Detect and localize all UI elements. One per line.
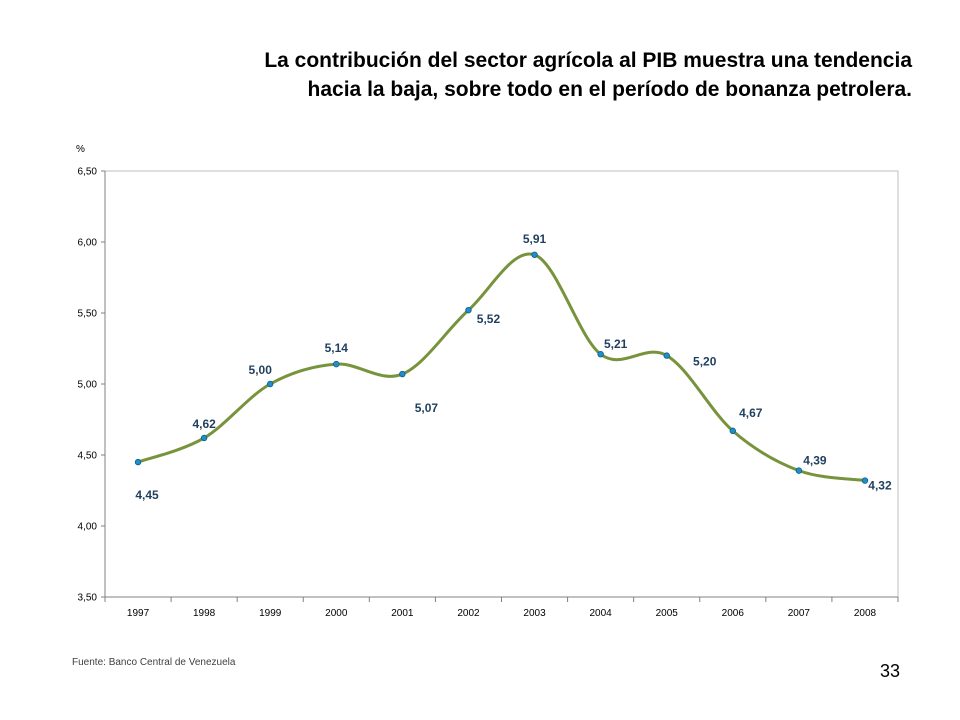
slide-title-line-2: hacia la baja, sobre todo en el período …: [307, 78, 912, 102]
y-tick-label: 3,50: [78, 593, 98, 604]
source-note: Fuente: Banco Central de Venezuela: [72, 657, 236, 668]
data-point: [200, 434, 208, 442]
data-point: [729, 427, 736, 435]
series-line-group: [136, 252, 867, 483]
x-tick-label: 2002: [457, 608, 480, 619]
y-axis: 3,50 4,00 4,50 5,00 5,50 6,00 6,50%: [76, 144, 106, 604]
y-tick-label: 4,00: [78, 522, 98, 533]
slide-title: La contribución del sector agrícola al P…: [92, 46, 912, 105]
data-label: 4,67: [739, 406, 763, 420]
plot-border: [104, 170, 899, 598]
x-tick-label: 2003: [523, 608, 546, 619]
data-label: 4,45: [135, 488, 159, 502]
x-tick-label: 1999: [259, 608, 282, 619]
x-tick-label: 1997: [127, 608, 150, 619]
data-point: [267, 380, 274, 388]
y-tick-label: 4,50: [78, 451, 98, 462]
data-label: 5,14: [325, 341, 349, 355]
slide-title-line-1: La contribución del sector agrícola al P…: [264, 49, 912, 72]
data-label: 5,21: [604, 337, 628, 351]
y-tick-label: 6,50: [78, 167, 98, 178]
data-point: [531, 251, 538, 258]
plot-area: [104, 170, 899, 598]
data-label: 5,52: [477, 312, 501, 326]
data-label: 5,00: [249, 363, 273, 377]
data-point: [333, 360, 340, 368]
series-line: [136, 252, 867, 483]
y-tick-label: 5,50: [78, 309, 98, 320]
x-tick-label: 2008: [854, 608, 877, 619]
data-point: [861, 477, 869, 484]
x-tick-label: 2007: [788, 608, 811, 619]
data-label: 4,62: [192, 417, 216, 431]
data-point: [465, 306, 472, 314]
data-label: 5,07: [415, 401, 439, 415]
data-label: 5,91: [523, 232, 547, 246]
data-point: [399, 370, 406, 378]
y-axis-label: %: [76, 144, 85, 155]
data-label: 4,39: [803, 454, 827, 468]
data-points: [134, 251, 869, 484]
x-tick-label: 2001: [391, 608, 414, 619]
data-label: 5,20: [693, 355, 717, 369]
data-point: [134, 458, 142, 466]
page-number: 33: [880, 661, 901, 681]
data-label: 4,32: [868, 479, 892, 493]
x-tick-label: 2006: [722, 608, 745, 619]
data-point: [597, 350, 604, 358]
x-tick-label: 2005: [656, 608, 679, 619]
x-tick-label: 2004: [590, 608, 613, 619]
data-labels: 4,45 4,62 5,00 5,14 5,07 5,52 5,91 5,21 5,20 4,67…: [135, 232, 892, 502]
data-point: [795, 467, 803, 474]
y-tick-label: 6,00: [78, 238, 98, 249]
data-point: [663, 352, 670, 359]
y-tick-label: 5,00: [78, 380, 98, 391]
x-tick-label: 2000: [325, 608, 348, 619]
x-tick-label: 1998: [193, 608, 216, 619]
x-axis: 1997 1998 1999 2000 2001 2002 2003 2004 2005 2006…: [104, 596, 899, 619]
